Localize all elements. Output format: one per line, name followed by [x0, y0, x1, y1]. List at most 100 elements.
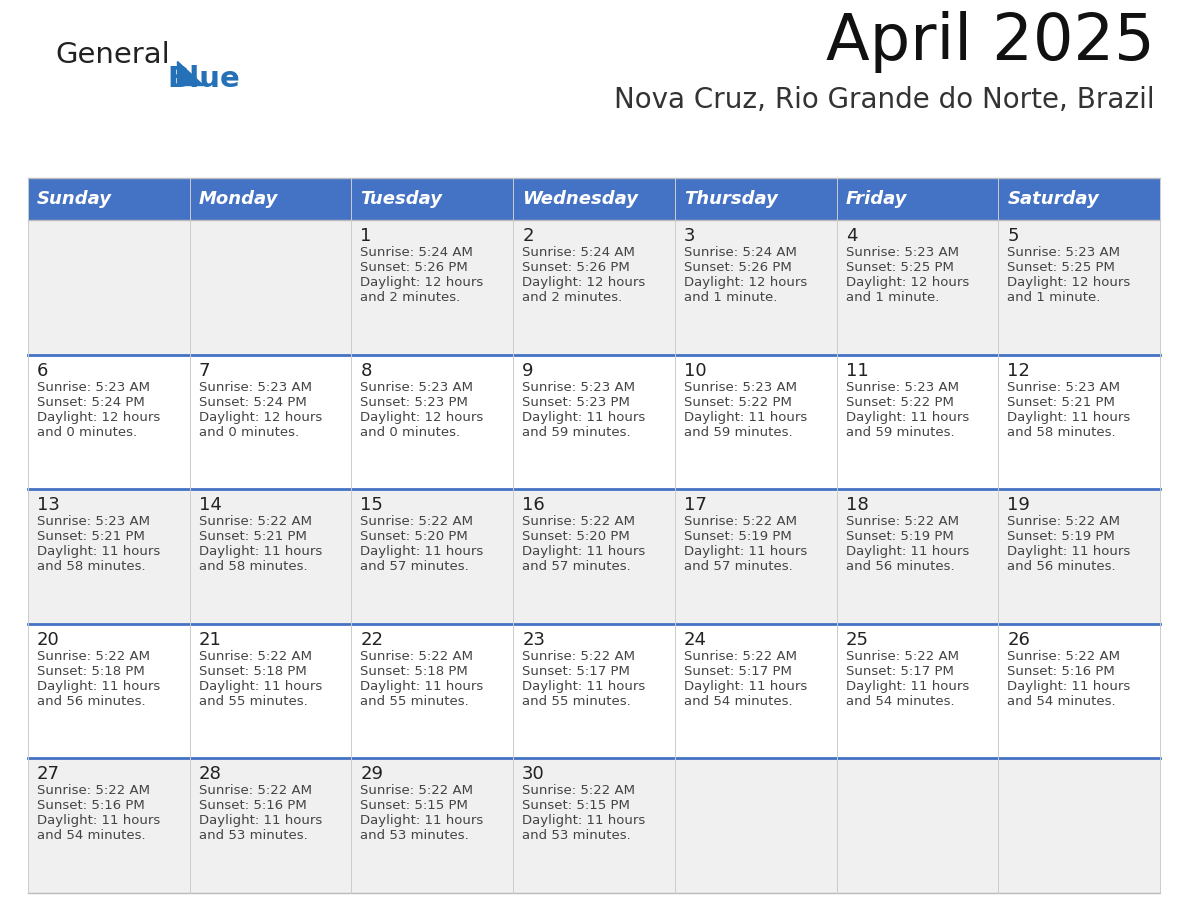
Text: and 0 minutes.: and 0 minutes. — [37, 426, 137, 439]
Text: 4: 4 — [846, 227, 857, 245]
Text: Sunset: 5:26 PM: Sunset: 5:26 PM — [523, 261, 630, 274]
Text: and 53 minutes.: and 53 minutes. — [360, 829, 469, 843]
Text: Daylight: 11 hours: Daylight: 11 hours — [198, 680, 322, 693]
Text: and 55 minutes.: and 55 minutes. — [523, 695, 631, 708]
Text: Sunrise: 5:22 AM: Sunrise: 5:22 AM — [37, 650, 150, 663]
Text: Sunset: 5:24 PM: Sunset: 5:24 PM — [198, 396, 307, 409]
Bar — [998, 178, 1159, 220]
Text: April 2025: April 2025 — [826, 11, 1155, 73]
Text: Sunrise: 5:22 AM: Sunrise: 5:22 AM — [846, 650, 959, 663]
Text: Blue: Blue — [168, 65, 240, 93]
Text: and 59 minutes.: and 59 minutes. — [846, 426, 954, 439]
Text: 19: 19 — [1007, 497, 1030, 514]
Text: and 58 minutes.: and 58 minutes. — [1007, 426, 1116, 439]
Text: and 59 minutes.: and 59 minutes. — [523, 426, 631, 439]
Text: Sunrise: 5:22 AM: Sunrise: 5:22 AM — [198, 784, 311, 798]
Text: Sunset: 5:17 PM: Sunset: 5:17 PM — [846, 665, 954, 677]
Text: Sunrise: 5:22 AM: Sunrise: 5:22 AM — [360, 784, 474, 798]
Text: Daylight: 11 hours: Daylight: 11 hours — [523, 545, 645, 558]
Text: and 57 minutes.: and 57 minutes. — [360, 560, 469, 573]
Text: Sunset: 5:22 PM: Sunset: 5:22 PM — [684, 396, 791, 409]
Text: and 58 minutes.: and 58 minutes. — [37, 560, 146, 573]
Text: Monday: Monday — [198, 190, 278, 208]
Text: Sunrise: 5:23 AM: Sunrise: 5:23 AM — [846, 246, 959, 259]
Text: Sunset: 5:16 PM: Sunset: 5:16 PM — [1007, 665, 1116, 677]
Text: Daylight: 11 hours: Daylight: 11 hours — [684, 545, 807, 558]
Bar — [352, 758, 513, 893]
Text: Nova Cruz, Rio Grande do Norte, Brazil: Nova Cruz, Rio Grande do Norte, Brazil — [614, 86, 1155, 114]
Text: Daylight: 12 hours: Daylight: 12 hours — [684, 276, 807, 289]
Text: 14: 14 — [198, 497, 222, 514]
Text: 25: 25 — [846, 631, 868, 649]
Bar — [998, 758, 1159, 893]
Text: 30: 30 — [523, 766, 545, 783]
Text: 21: 21 — [198, 631, 222, 649]
Text: and 53 minutes.: and 53 minutes. — [198, 829, 308, 843]
Text: Sunset: 5:18 PM: Sunset: 5:18 PM — [360, 665, 468, 677]
Bar — [836, 220, 998, 354]
Text: and 53 minutes.: and 53 minutes. — [523, 829, 631, 843]
Text: and 0 minutes.: and 0 minutes. — [198, 426, 299, 439]
Text: Sunset: 5:26 PM: Sunset: 5:26 PM — [684, 261, 791, 274]
Text: Sunset: 5:15 PM: Sunset: 5:15 PM — [523, 800, 630, 812]
Text: and 57 minutes.: and 57 minutes. — [523, 560, 631, 573]
Bar — [998, 489, 1159, 624]
Text: 13: 13 — [37, 497, 59, 514]
Text: and 2 minutes.: and 2 minutes. — [360, 291, 461, 304]
Text: and 54 minutes.: and 54 minutes. — [846, 695, 954, 708]
Bar — [513, 758, 675, 893]
Text: 10: 10 — [684, 362, 707, 380]
Bar — [190, 178, 352, 220]
Text: Daylight: 12 hours: Daylight: 12 hours — [523, 276, 645, 289]
Text: Saturday: Saturday — [1007, 190, 1099, 208]
Text: 3: 3 — [684, 227, 695, 245]
Text: Sunrise: 5:23 AM: Sunrise: 5:23 AM — [37, 515, 150, 528]
Text: Sunrise: 5:22 AM: Sunrise: 5:22 AM — [360, 650, 474, 663]
Text: 20: 20 — [37, 631, 59, 649]
Bar — [998, 624, 1159, 758]
Text: Daylight: 12 hours: Daylight: 12 hours — [1007, 276, 1131, 289]
Text: Sunset: 5:20 PM: Sunset: 5:20 PM — [360, 531, 468, 543]
Bar — [836, 758, 998, 893]
Text: 23: 23 — [523, 631, 545, 649]
Text: Daylight: 11 hours: Daylight: 11 hours — [1007, 680, 1131, 693]
Bar — [190, 354, 352, 489]
Text: Sunset: 5:22 PM: Sunset: 5:22 PM — [846, 396, 954, 409]
Bar — [513, 178, 675, 220]
Text: Daylight: 11 hours: Daylight: 11 hours — [360, 814, 484, 827]
Text: 18: 18 — [846, 497, 868, 514]
Text: and 1 minute.: and 1 minute. — [846, 291, 939, 304]
Text: and 0 minutes.: and 0 minutes. — [360, 426, 461, 439]
Text: 12: 12 — [1007, 362, 1030, 380]
Text: Sunset: 5:21 PM: Sunset: 5:21 PM — [198, 531, 307, 543]
Text: Daylight: 12 hours: Daylight: 12 hours — [360, 410, 484, 423]
Text: Daylight: 11 hours: Daylight: 11 hours — [523, 410, 645, 423]
Text: Sunset: 5:19 PM: Sunset: 5:19 PM — [1007, 531, 1116, 543]
Text: and 55 minutes.: and 55 minutes. — [360, 695, 469, 708]
Text: 24: 24 — [684, 631, 707, 649]
Text: Daylight: 11 hours: Daylight: 11 hours — [37, 545, 160, 558]
Text: 7: 7 — [198, 362, 210, 380]
Text: and 1 minute.: and 1 minute. — [1007, 291, 1100, 304]
Text: 1: 1 — [360, 227, 372, 245]
Text: Daylight: 11 hours: Daylight: 11 hours — [360, 545, 484, 558]
Bar — [29, 220, 190, 354]
Text: Sunset: 5:21 PM: Sunset: 5:21 PM — [1007, 396, 1116, 409]
Text: Sunset: 5:23 PM: Sunset: 5:23 PM — [360, 396, 468, 409]
Text: Daylight: 11 hours: Daylight: 11 hours — [523, 680, 645, 693]
Bar — [29, 624, 190, 758]
Text: and 56 minutes.: and 56 minutes. — [37, 695, 146, 708]
Bar — [998, 354, 1159, 489]
Bar — [29, 758, 190, 893]
Text: General: General — [55, 41, 170, 69]
Bar — [29, 178, 190, 220]
Text: and 54 minutes.: and 54 minutes. — [1007, 695, 1116, 708]
Bar — [513, 354, 675, 489]
Text: Sunrise: 5:22 AM: Sunrise: 5:22 AM — [684, 515, 797, 528]
Text: Daylight: 11 hours: Daylight: 11 hours — [1007, 545, 1131, 558]
Text: 9: 9 — [523, 362, 533, 380]
Bar — [352, 489, 513, 624]
Text: Sunrise: 5:22 AM: Sunrise: 5:22 AM — [1007, 650, 1120, 663]
Text: Sunset: 5:17 PM: Sunset: 5:17 PM — [523, 665, 630, 677]
Text: Daylight: 11 hours: Daylight: 11 hours — [37, 814, 160, 827]
